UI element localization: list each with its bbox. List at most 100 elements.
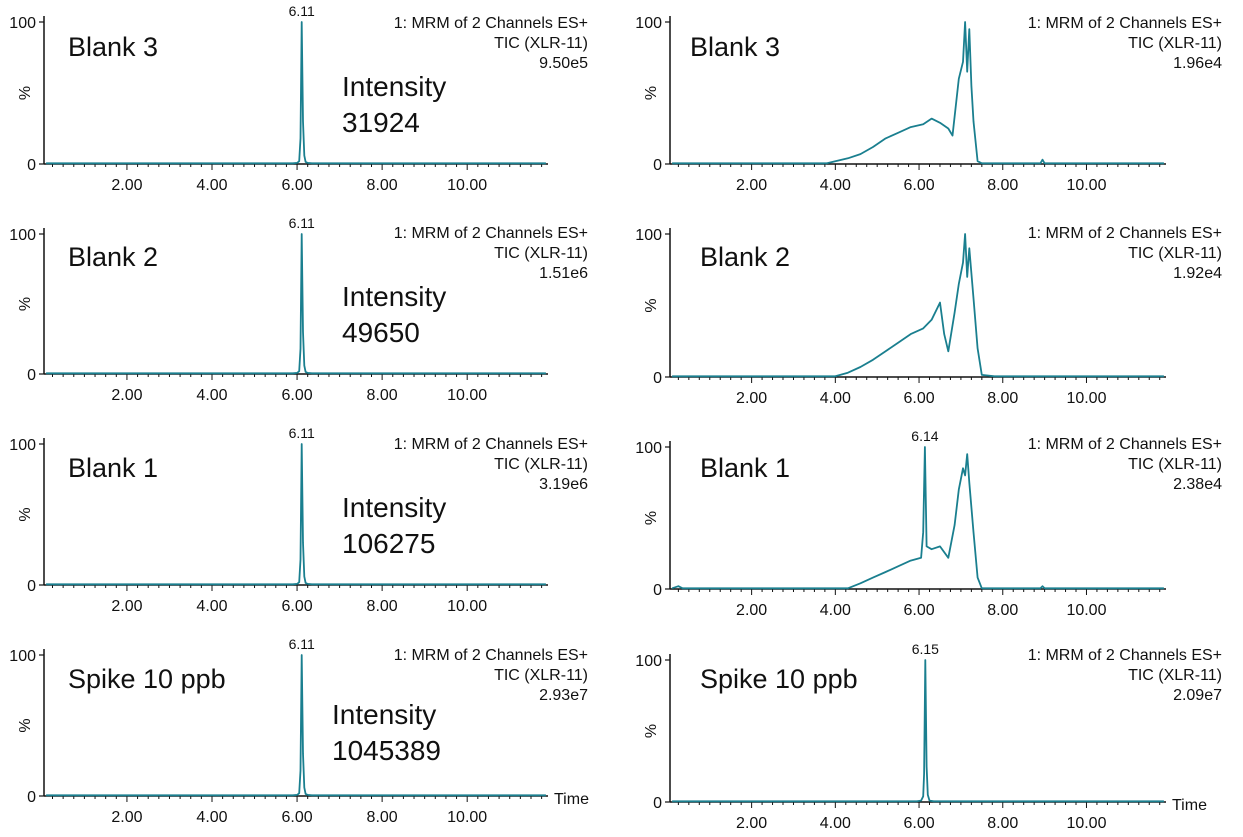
x-tick-label: 2.00 bbox=[736, 815, 767, 832]
y-tick-label: 0 bbox=[653, 370, 662, 387]
chromatogram-svg: 0 100% 2.00 4.00 6.00 8.00 10.00 6.11 1: MRM of … bbox=[9, 3, 588, 194]
info-line-2: TIC (XLR-11) bbox=[1128, 35, 1222, 52]
x-tick-label: 10.00 bbox=[447, 387, 487, 404]
info-line-2: TIC (XLR-11) bbox=[494, 456, 588, 473]
x-tick-label: 6.00 bbox=[281, 177, 312, 194]
y-tick-label: 100 bbox=[9, 437, 36, 454]
chromatogram-svg: 0 100% 2.00 4.00 6.00 8.00 10.00 6.14 1: MRM of … bbox=[635, 428, 1222, 619]
x-tick-label: 4.00 bbox=[196, 598, 227, 615]
peak-label: 6.14 bbox=[911, 428, 938, 444]
info-line-3: 2.38e4 bbox=[1173, 476, 1222, 493]
x-tick-label: 2.00 bbox=[736, 602, 767, 619]
x-tick-label: 2.00 bbox=[111, 809, 142, 826]
sample-label: Blank 1 bbox=[68, 453, 158, 483]
x-minor-ticks bbox=[677, 802, 1161, 808]
x-tick-label: 10.00 bbox=[447, 598, 487, 615]
chromatogram-panel-8: 0 100% 2.00 4.00 6.00 8.00 10.00 Time 6.15 1: MRM… bbox=[628, 632, 1243, 837]
y-tick-label: 0 bbox=[27, 157, 36, 174]
chromatogram-trace bbox=[46, 21, 546, 165]
y-tick-label: 100 bbox=[9, 648, 36, 665]
x-tick-label: 6.00 bbox=[281, 809, 312, 826]
y-axis-label: % bbox=[643, 511, 660, 525]
info-line-2: TIC (XLR-11) bbox=[494, 35, 588, 52]
y-axis-label: % bbox=[643, 298, 660, 312]
x-tick-label: 2.00 bbox=[111, 177, 142, 194]
x-axis-label: Time bbox=[554, 791, 589, 808]
x-minor-ticks bbox=[677, 589, 1161, 595]
x-tick-label: 6.00 bbox=[281, 598, 312, 615]
chromatogram-trace bbox=[672, 233, 1164, 378]
info-line-1: 1: MRM of 2 Channels ES+ bbox=[394, 647, 588, 664]
chromatogram-trace bbox=[46, 443, 546, 586]
y-axis-label: % bbox=[17, 297, 34, 311]
chromatogram-trace bbox=[46, 654, 546, 797]
info-line-2: TIC (XLR-11) bbox=[494, 245, 588, 262]
y-tick-label: 0 bbox=[653, 157, 662, 174]
chromatogram-panel-6: 0 100% 2.00 4.00 6.00 8.00 10.00 1: MRM of 2 Ch… bbox=[628, 210, 1243, 415]
y-axis-label: % bbox=[643, 724, 660, 738]
chromatogram-trace bbox=[46, 233, 546, 375]
info-line-1: 1: MRM of 2 Channels ES+ bbox=[1028, 436, 1222, 453]
y-axis-label: % bbox=[17, 718, 34, 732]
x-tick-label: 4.00 bbox=[820, 815, 851, 832]
x-tick-label: 6.00 bbox=[903, 602, 934, 619]
info-line-1: 1: MRM of 2 Channels ES+ bbox=[394, 436, 588, 453]
chromatogram-svg: 0 100% 2.00 4.00 6.00 8.00 10.00 1: MRM of 2 Ch… bbox=[635, 15, 1222, 194]
y-tick-label: 0 bbox=[653, 795, 662, 812]
x-tick-label: 4.00 bbox=[820, 602, 851, 619]
x-tick-label: 6.00 bbox=[281, 387, 312, 404]
x-tick-label: 8.00 bbox=[987, 602, 1018, 619]
y-axis-label: % bbox=[643, 86, 660, 100]
x-tick-label: 4.00 bbox=[820, 390, 851, 407]
intensity-value: 31924 bbox=[342, 107, 420, 138]
chromatogram-trace bbox=[672, 21, 1164, 165]
y-tick-label: 100 bbox=[635, 15, 662, 32]
x-tick-label: 8.00 bbox=[367, 809, 398, 826]
x-tick-label: 8.00 bbox=[987, 177, 1018, 194]
peak-label: 6.15 bbox=[912, 641, 939, 657]
chromatogram-trace bbox=[672, 659, 1164, 803]
x-tick-label: 4.00 bbox=[196, 387, 227, 404]
y-tick-label: 100 bbox=[635, 653, 662, 670]
x-tick-label: 2.00 bbox=[111, 387, 142, 404]
sample-label: Spike 10 ppb bbox=[68, 664, 226, 694]
x-tick-label: 10.00 bbox=[1066, 602, 1106, 619]
x-tick-label: 8.00 bbox=[367, 387, 398, 404]
y-tick-label: 0 bbox=[27, 367, 36, 384]
info-line-1: 1: MRM of 2 Channels ES+ bbox=[394, 225, 588, 242]
peak-label: 6.11 bbox=[289, 3, 315, 19]
x-tick-label: 4.00 bbox=[196, 809, 227, 826]
x-tick-label: 10.00 bbox=[447, 809, 487, 826]
info-line-3: 2.93e7 bbox=[539, 687, 588, 704]
peak-label: 6.11 bbox=[289, 215, 315, 231]
x-tick-label: 2.00 bbox=[111, 598, 142, 615]
info-line-1: 1: MRM of 2 Channels ES+ bbox=[1028, 15, 1222, 32]
chromatogram-svg: 0 100% 2.00 4.00 6.00 8.00 10.00 6.11 1: MRM of … bbox=[9, 215, 588, 404]
x-tick-label: 6.00 bbox=[903, 177, 934, 194]
chromatogram-panel-3: 0 100% 2.00 4.00 6.00 8.00 10.00 6.11 1: MRM of … bbox=[0, 421, 615, 626]
sample-label: Blank 3 bbox=[68, 32, 158, 62]
x-tick-label: 2.00 bbox=[736, 177, 767, 194]
info-line-3: 1.51e6 bbox=[539, 265, 588, 282]
info-line-3: 2.09e7 bbox=[1173, 687, 1222, 704]
x-tick-label: 6.00 bbox=[903, 815, 934, 832]
x-tick-label: 8.00 bbox=[987, 390, 1018, 407]
chromatogram-panel-5: 0 100% 2.00 4.00 6.00 8.00 10.00 1: MRM of 2 Ch… bbox=[628, 0, 1243, 205]
info-line-1: 1: MRM of 2 Channels ES+ bbox=[1028, 225, 1222, 242]
info-line-2: TIC (XLR-11) bbox=[1128, 456, 1222, 473]
x-tick-label: 2.00 bbox=[736, 390, 767, 407]
chromatogram-panel-4: 0 100% 2.00 4.00 6.00 8.00 10.00 Time 6.11 1: MRM… bbox=[0, 632, 615, 837]
intensity-label: Intensity bbox=[342, 492, 446, 523]
info-line-3: 1.96e4 bbox=[1173, 55, 1222, 72]
chromatogram-svg: 0 100% 2.00 4.00 6.00 8.00 10.00 Time 6.11 1: MRM… bbox=[9, 636, 589, 826]
x-tick-label: 10.00 bbox=[1066, 390, 1106, 407]
sample-label: Blank 2 bbox=[68, 242, 158, 272]
info-line-1: 1: MRM of 2 Channels ES+ bbox=[1028, 647, 1222, 664]
y-axis-label: % bbox=[17, 507, 34, 521]
y-tick-label: 0 bbox=[27, 789, 36, 806]
intensity-value: 1045389 bbox=[332, 735, 441, 766]
intensity-value: 49650 bbox=[342, 317, 420, 348]
y-axis-label: % bbox=[17, 86, 34, 100]
x-tick-label: 4.00 bbox=[820, 177, 851, 194]
y-tick-label: 100 bbox=[635, 440, 662, 457]
